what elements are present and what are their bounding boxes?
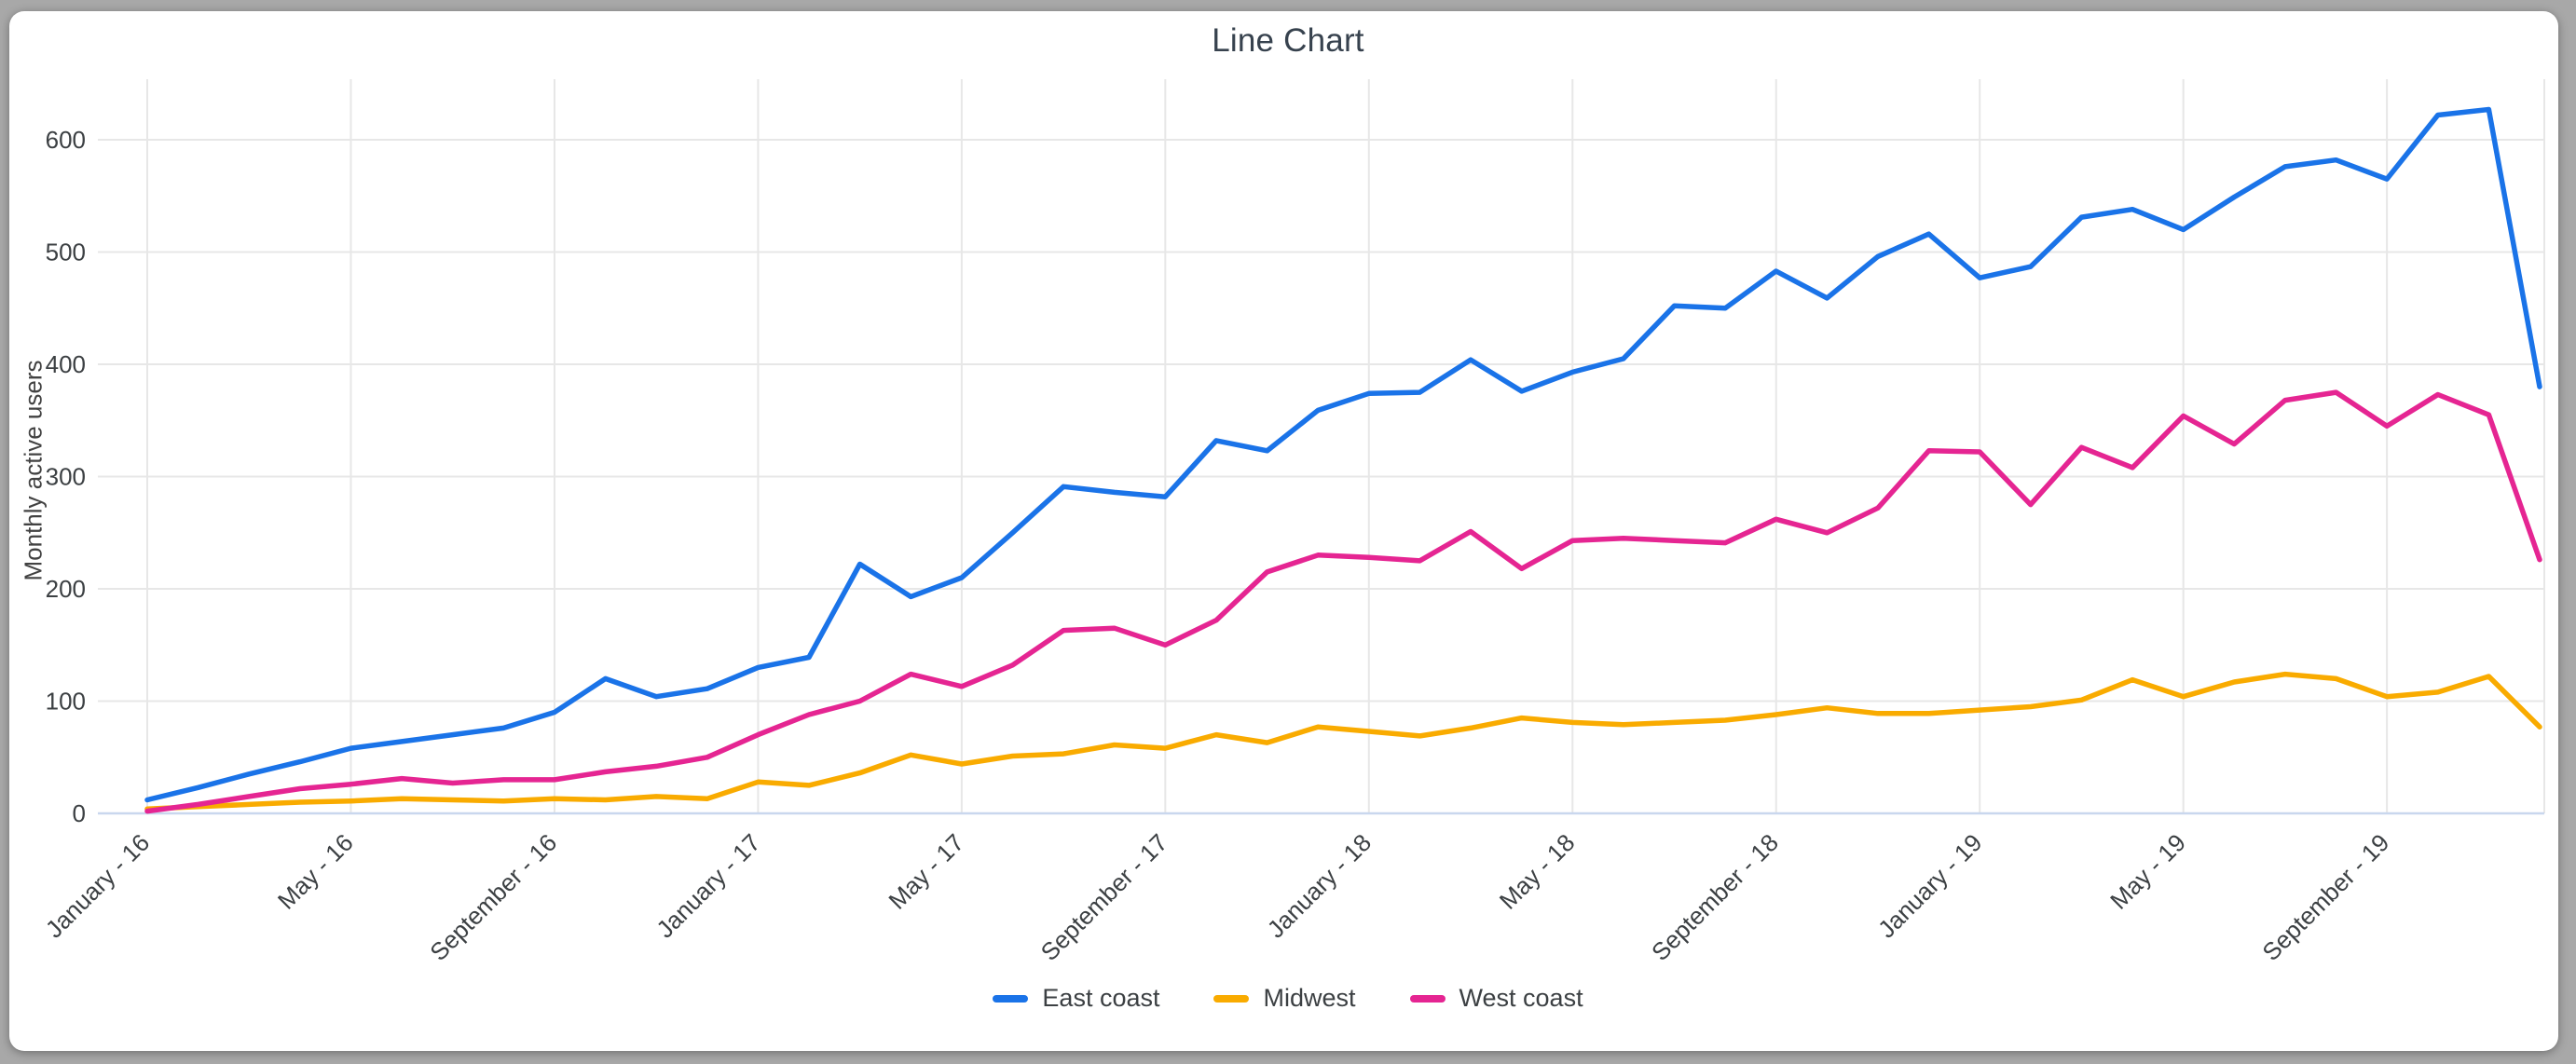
chart-card — [9, 11, 2558, 1051]
chart-title: Line Chart — [1212, 22, 1364, 59]
x-tick-label-5: September - 17 — [1035, 828, 1173, 966]
y-tick-label-100: 100 — [46, 688, 86, 716]
legend-label-west-coast: West coast — [1459, 984, 1583, 1012]
y-tick-label-600: 600 — [46, 126, 86, 154]
x-tick-label-8: September - 18 — [1646, 828, 1784, 966]
series-line-midwest — [144, 671, 2542, 812]
legend-label-midwest: Midwest — [1263, 984, 1356, 1012]
x-tick-label-7: May - 18 — [1494, 828, 1581, 915]
y-axis-title: Monthly active users — [19, 360, 48, 581]
x-tick-label-11: September - 19 — [2256, 828, 2394, 966]
series-line-west-coast — [144, 389, 2542, 814]
x-tick-label-4: May - 17 — [883, 828, 969, 915]
y-tick-label-400: 400 — [46, 350, 86, 378]
midwest-swatch-icon — [1213, 994, 1250, 1003]
y-tick-label-0: 0 — [73, 799, 86, 827]
x-tick-label-3: January - 17 — [651, 828, 765, 943]
legend-item-west-coast: West coast — [1409, 984, 1583, 1013]
east-coast-swatch-icon — [993, 994, 1029, 1003]
x-tick-label-0: January - 16 — [40, 828, 155, 943]
y-tick-label-500: 500 — [46, 239, 86, 266]
legend-item-midwest: Midwest — [1213, 984, 1356, 1013]
legend-item-east-coast: East coast — [993, 984, 1159, 1013]
x-tick-label-1: May - 16 — [272, 828, 359, 915]
y-tick-label-200: 200 — [46, 575, 86, 603]
x-tick-label-2: September - 16 — [424, 828, 562, 966]
series-line-east-coast — [144, 106, 2542, 803]
legend-label-east-coast: East coast — [1042, 984, 1160, 1012]
y-tick-label-300: 300 — [46, 463, 86, 491]
x-tick-label-10: May - 19 — [2104, 828, 2191, 915]
x-tick-label-9: January - 19 — [1872, 828, 1987, 943]
chart-legend: East coast Midwest West coast — [0, 984, 2576, 1013]
x-tick-label-6: January - 18 — [1262, 828, 1377, 943]
west-coast-swatch-icon — [1409, 994, 1446, 1003]
